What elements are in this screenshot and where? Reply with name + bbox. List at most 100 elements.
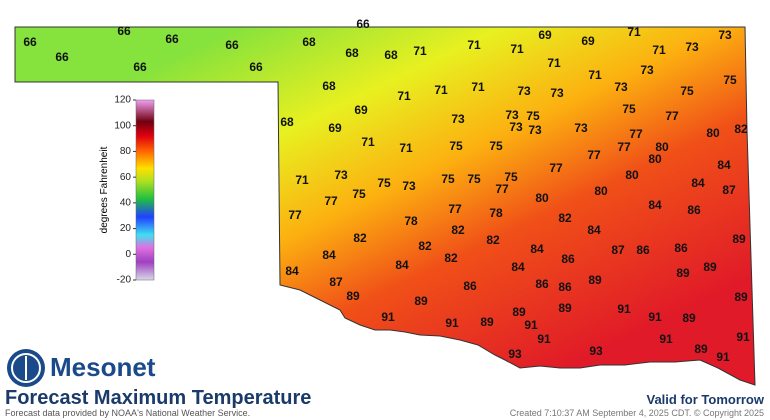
station-temp: 93	[508, 347, 522, 361]
scale-tick-label: 20	[120, 223, 132, 234]
station-temp: 73	[528, 123, 542, 137]
logo-icon	[7, 349, 45, 387]
station-temp: 75	[489, 139, 503, 153]
color-scale	[135, 99, 155, 281]
station-temp: 84	[322, 248, 336, 262]
station-temp: 86	[674, 241, 688, 255]
station-temp: 93	[589, 344, 603, 358]
station-temp: 69	[328, 121, 342, 135]
station-temp: 87	[329, 275, 343, 289]
station-temp: 71	[652, 43, 666, 57]
station-temp: 68	[302, 35, 316, 49]
station-temp: 84	[648, 198, 662, 212]
station-temp: 73	[685, 40, 699, 54]
station-temp: 66	[356, 17, 370, 31]
station-temp: 73	[640, 63, 654, 77]
station-temp: 82	[734, 122, 748, 136]
station-temp: 71	[295, 173, 309, 187]
station-temp: 68	[345, 46, 359, 60]
station-temp: 66	[117, 24, 131, 38]
station-temp: 66	[133, 60, 147, 74]
station-temp: 78	[489, 206, 503, 220]
station-temp: 75	[467, 172, 481, 186]
station-temp: 91	[445, 316, 459, 330]
station-temp: 71	[627, 25, 641, 39]
station-temp: 89	[682, 311, 696, 325]
station-temp: 78	[404, 214, 418, 228]
scale-tick-label: 0	[125, 249, 131, 260]
station-temp: 80	[706, 126, 720, 140]
station-temp: 86	[463, 279, 477, 293]
station-temp: 89	[694, 342, 708, 356]
station-temp: 86	[687, 203, 701, 217]
station-temp: 77	[495, 182, 509, 196]
scale-tick-label: 80	[120, 146, 132, 157]
station-temp: 75	[352, 187, 366, 201]
station-temp: 86	[558, 280, 572, 294]
station-temp: 89	[558, 301, 572, 315]
station-temp: 86	[535, 277, 549, 291]
station-temp: 73	[718, 28, 732, 42]
station-temp: 75	[622, 102, 636, 116]
station-temp: 89	[732, 232, 746, 246]
station-temp: 77	[549, 161, 563, 175]
scale-tick-label: -20	[117, 275, 132, 286]
station-temp: 66	[55, 50, 69, 64]
station-temp: 77	[324, 194, 338, 208]
created-note: Created 7:10:37 AM September 4, 2025 CDT…	[510, 408, 764, 418]
valid-time: Valid for Tomorrow	[647, 392, 765, 407]
state-outline	[14, 26, 756, 386]
station-temp: 73	[509, 120, 523, 134]
station-temp: 73	[402, 179, 416, 193]
station-temp: 73	[574, 121, 588, 135]
station-temp: 84	[530, 242, 544, 256]
station-temp: 71	[399, 141, 413, 155]
station-temp: 89	[588, 273, 602, 287]
station-temp: 69	[581, 34, 595, 48]
station-temp: 73	[614, 80, 628, 94]
station-temp: 82	[486, 233, 500, 247]
station-temp: 77	[629, 127, 643, 141]
scale-tick-label: 60	[120, 172, 132, 183]
station-temp: 73	[505, 108, 519, 122]
station-temp: 80	[594, 184, 608, 198]
station-temp: 89	[676, 266, 690, 280]
station-temp: 84	[717, 158, 731, 172]
station-temp: 91	[617, 302, 631, 316]
station-temp: 82	[418, 239, 432, 253]
station-temp: 82	[558, 211, 572, 225]
scale-tick-label: 40	[120, 197, 132, 208]
station-temp: 66	[225, 38, 239, 52]
scale-tick-label: 120	[114, 95, 131, 106]
station-temp: 89	[734, 290, 748, 304]
station-temp: 80	[625, 168, 639, 182]
station-temp: 86	[561, 252, 575, 266]
station-temp: 91	[381, 310, 395, 324]
station-temp: 91	[736, 330, 750, 344]
station-temp: 75	[526, 109, 540, 123]
station-temp: 75	[449, 139, 463, 153]
station-temp: 77	[617, 140, 631, 154]
station-temp: 71	[467, 38, 481, 52]
station-temp: 66	[165, 32, 179, 46]
station-temp: 84	[395, 258, 409, 272]
station-temp: 91	[524, 318, 538, 332]
station-temp: 84	[285, 264, 299, 278]
station-temp: 86	[636, 243, 650, 257]
station-temp: 71	[471, 80, 485, 94]
station-temp: 77	[665, 109, 679, 123]
station-temp: 82	[353, 231, 367, 245]
station-temp: 68	[280, 115, 294, 129]
station-temp: 82	[444, 251, 458, 265]
station-temp: 73	[550, 86, 564, 100]
station-temp: 89	[414, 294, 428, 308]
station-temp: 91	[537, 332, 551, 346]
station-temp: 75	[441, 172, 455, 186]
station-temp: 89	[480, 315, 494, 329]
station-temp: 69	[538, 28, 552, 42]
station-temp: 71	[588, 68, 602, 82]
station-temp: 80	[535, 191, 549, 205]
station-temp: 73	[517, 84, 531, 98]
logo-text: Mesonet	[50, 352, 156, 382]
station-temp: 68	[384, 48, 398, 62]
